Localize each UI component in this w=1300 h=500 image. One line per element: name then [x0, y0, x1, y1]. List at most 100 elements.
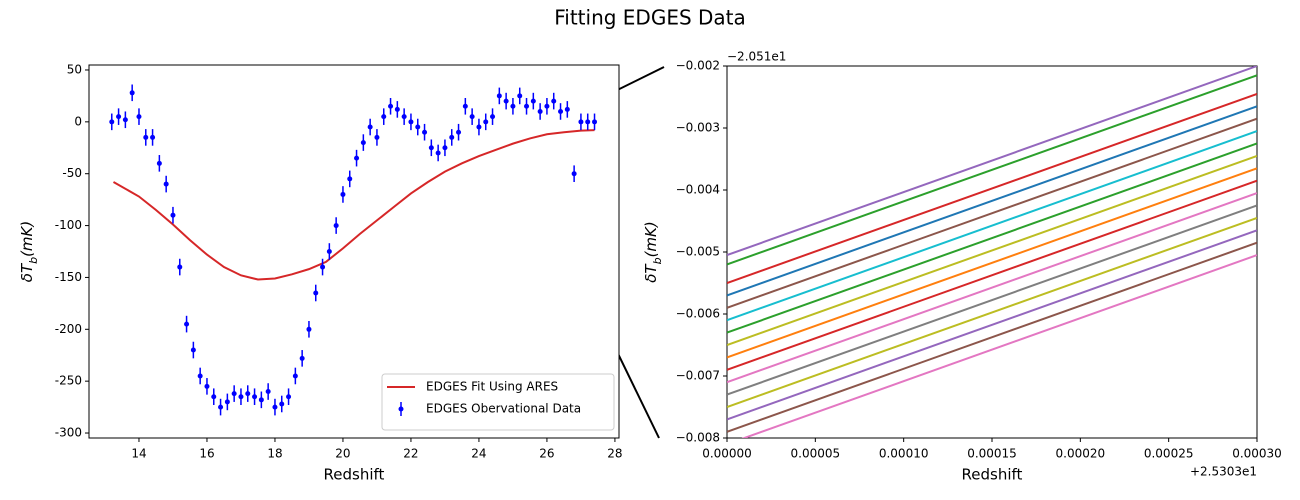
data-point — [585, 119, 591, 125]
data-point — [388, 103, 394, 109]
data-point — [313, 290, 319, 296]
data-point — [116, 114, 122, 120]
series-line — [112, 129, 595, 281]
data-point — [517, 93, 523, 99]
y-offset-label: −2.051e1 — [727, 50, 786, 64]
series-line — [727, 154, 1257, 346]
data-point — [367, 124, 373, 130]
data-point — [286, 394, 292, 400]
data-point — [537, 108, 543, 114]
data-point — [320, 264, 326, 270]
data-point — [354, 155, 360, 161]
data-point — [422, 129, 428, 135]
series-line — [727, 66, 1257, 257]
data-point — [136, 114, 142, 120]
legend-box — [381, 373, 615, 431]
data-point — [265, 389, 271, 395]
data-point — [340, 191, 346, 197]
data-point — [551, 98, 557, 104]
series-line — [727, 105, 1257, 297]
y-tick-label: 0 — [74, 114, 82, 128]
plot-area — [109, 84, 598, 416]
data-point — [428, 145, 434, 151]
x-tick-label: 26 — [539, 447, 554, 461]
data-point — [177, 264, 183, 270]
y-tick-label: -150 — [55, 270, 82, 284]
data-point — [374, 134, 380, 140]
data-point — [258, 397, 264, 403]
x-tick-label: 20 — [335, 447, 350, 461]
x-tick-label: 0.00025 — [1144, 447, 1194, 461]
x-tick-label: 14 — [131, 447, 146, 461]
plot-area — [727, 66, 1257, 438]
data-point — [442, 145, 448, 151]
data-point — [408, 119, 414, 125]
data-point — [245, 391, 251, 397]
data-point — [163, 181, 169, 187]
data-point — [272, 404, 278, 410]
data-point — [231, 391, 237, 397]
x-tick-label: 22 — [403, 447, 418, 461]
data-point — [326, 249, 332, 254]
data-point — [544, 103, 550, 109]
y-tick-label: −0.003 — [676, 121, 720, 135]
series-line — [727, 229, 1257, 421]
series-line — [727, 241, 1257, 433]
data-point — [401, 114, 407, 120]
data-point — [218, 404, 224, 410]
x-tick-label: 16 — [199, 447, 214, 461]
x-tick-label: 0.00010 — [879, 447, 929, 461]
data-point — [469, 114, 475, 120]
y-tick-label: −0.008 — [676, 431, 720, 445]
y-tick-label: 50 — [67, 62, 82, 76]
y-tick-label: -200 — [55, 322, 82, 336]
data-point — [306, 326, 312, 332]
data-point — [462, 103, 468, 109]
data-point — [456, 129, 462, 135]
series-line — [727, 167, 1257, 359]
legend-swatch — [398, 406, 404, 412]
x-axis-label: Redshift — [962, 466, 1023, 484]
data-point — [483, 119, 489, 125]
y-tick-label: -100 — [55, 218, 82, 232]
data-point — [490, 114, 496, 120]
data-point — [170, 212, 176, 218]
x-tick-label: 0.00015 — [967, 447, 1017, 461]
y-tick-label: -50 — [62, 166, 82, 180]
series-line — [727, 179, 1257, 371]
x-tick-label: 24 — [471, 447, 486, 461]
x-tick-label: 0.00020 — [1056, 447, 1106, 461]
data-point — [592, 119, 598, 125]
data-point — [571, 171, 577, 177]
data-point — [394, 106, 400, 112]
series-line — [727, 192, 1257, 384]
data-point — [143, 134, 149, 140]
y-tick-label: −0.002 — [676, 59, 720, 73]
y-tick-label: -250 — [55, 374, 82, 388]
data-point — [156, 160, 162, 166]
series-line — [727, 204, 1257, 396]
data-point — [435, 150, 441, 156]
x-tick-label: 18 — [267, 447, 282, 461]
data-point — [503, 98, 509, 104]
x-offset-label: +2.5303e1 — [1190, 465, 1257, 479]
data-point — [524, 103, 530, 109]
y-tick-label: -300 — [55, 426, 82, 440]
data-point — [476, 124, 482, 130]
legend-label: EDGES Obervational Data — [426, 402, 581, 416]
data-point — [197, 373, 203, 379]
data-point — [564, 106, 570, 112]
data-point — [224, 399, 230, 405]
data-point — [449, 134, 455, 140]
series-line — [727, 216, 1257, 408]
data-point — [252, 394, 258, 400]
data-point — [360, 140, 366, 146]
series-line — [727, 92, 1257, 284]
y-axis-label: δTb(mK) — [18, 221, 40, 282]
data-point — [211, 394, 217, 400]
figure-title: Fitting EDGES Data — [554, 6, 746, 30]
x-tick-label: 0.00005 — [791, 447, 841, 461]
y-axis-label: δTb(mK) — [642, 221, 664, 282]
data-point — [150, 134, 156, 140]
